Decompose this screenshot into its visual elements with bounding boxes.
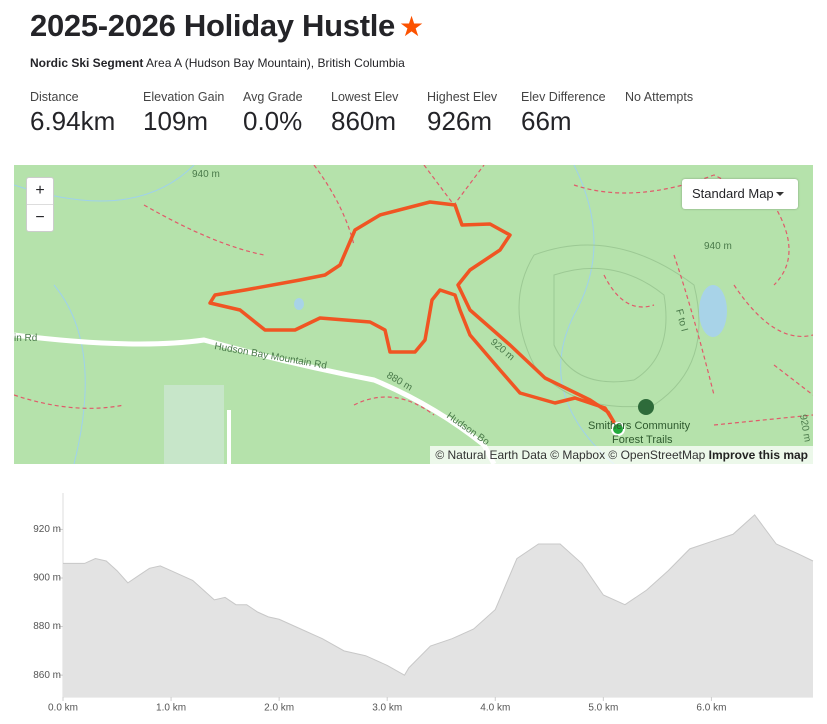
stat-value: 66m [521,106,572,136]
map-label: in Rd [14,333,37,344]
stat-value: 860m [331,106,397,136]
y-tick-label: 900 m [33,573,61,584]
map-label: 920 m [797,414,813,443]
segment-type: Nordic Ski Segment [30,56,144,70]
stat-label: Elev Difference [521,90,606,104]
elevation-area [63,514,813,697]
stat: Distance 6.94km [30,90,115,137]
star-icon[interactable]: ★ [398,11,424,42]
poi-icon [638,399,654,415]
zoom-control: + − [26,177,54,232]
stat-label: Elevation Gain [143,90,225,104]
improve-link[interactable]: Improve this map [708,448,808,462]
stat-label: Lowest Elev [331,90,399,104]
route[interactable] [208,200,620,430]
stat-label: Highest Elev [427,90,498,104]
clearing [164,385,224,464]
y-tick-label: 920 m [33,524,61,535]
stat: Lowest Elev 860m [331,90,398,137]
zoom-in[interactable]: + [35,182,45,199]
attribution: © Natural Earth Data © Mapbox © OpenStre… [430,446,813,464]
stat-value: 109m [143,106,209,136]
lake [699,285,727,337]
x-tick-label: 3.0 km [372,703,402,714]
title-text: 2025-2026 Holiday Hustle [30,8,395,43]
x-tick-label: 5.0 km [588,703,618,714]
title: 2025-2026 Holiday Hustle ★ [30,8,424,44]
map-label: Smithers Community [588,420,691,432]
stat: Highest Elev 926m [427,90,497,137]
x-tick-label: 2.0 km [264,703,294,714]
x-tick-label: 0.0 km [48,703,78,714]
map-label: 940 m [704,241,732,252]
map-label: Forest Trails [612,434,673,446]
y-tick-label: 860 m [33,670,61,681]
x-tick-label: 4.0 km [480,703,510,714]
contour [518,244,700,408]
stat-label: Distance [30,90,79,104]
elevation-chart: 860 m 880 m 900 m 920 m 0.0 km 1.0 km 2.0 km 3.… [33,493,814,714]
map[interactable]: 940 m in Rd Hudson Bay Mountain Rd 880 m… [14,165,813,464]
zoom-out[interactable]: − [27,204,53,231]
location: Area A (Hudson Bay Mountain), British Co… [146,56,405,70]
stat: Avg Grade 0.0% [243,90,303,137]
stat: Elevation Gain 109m [143,90,224,137]
stat-value: 926m [427,106,493,136]
stat-label: Avg Grade [243,90,303,104]
road [14,332,497,464]
y-tick-label: 880 m [33,621,61,632]
attempts: No Attempts [625,90,694,104]
stat-value: 0.0% [243,106,303,136]
stat: Elev Difference 66m [521,90,606,137]
map-style-button[interactable]: Standard Map [682,179,798,209]
elevation-line [63,514,814,676]
map-canvas: 940 m in Rd Hudson Bay Mountain Rd 880 m… [14,165,813,464]
map-label: 940 m [192,169,220,180]
pond [294,298,304,310]
attribution-text[interactable]: © Natural Earth Data © Mapbox © OpenStre… [435,448,706,462]
stat: No Attempts [625,90,693,104]
subtitle: Nordic Ski Segment Area A (Hudson Bay Mo… [30,56,405,70]
x-tick-label: 6.0 km [696,703,726,714]
map-bg [14,165,813,464]
x-tick-label: 1.0 km [156,703,186,714]
start-marker[interactable] [611,422,625,436]
stat-value: 6.94km [30,106,116,136]
